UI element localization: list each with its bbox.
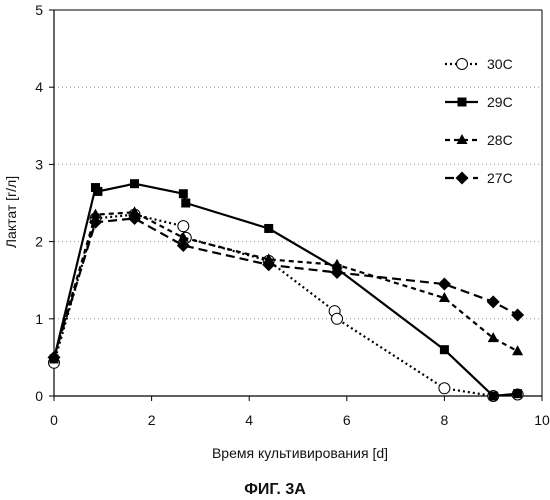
series-line — [54, 215, 518, 396]
data-point — [511, 308, 524, 321]
data-point — [130, 179, 139, 188]
legend-entry: 29C — [445, 94, 513, 110]
legend-entry: 27C — [445, 170, 513, 186]
x-tick-label: 6 — [343, 412, 351, 428]
legend-label: 27C — [487, 170, 513, 186]
data-point — [439, 383, 450, 394]
figure-caption: ФИГ. 3А — [244, 481, 306, 498]
data-point — [264, 224, 273, 233]
chart-series-layer — [48, 179, 525, 401]
legend-label: 28C — [487, 132, 513, 148]
data-point — [487, 295, 500, 308]
chart-axes: 0 1 2 3 4 5 0 2 4 6 8 10 — [35, 2, 550, 428]
x-tick-label: 8 — [441, 412, 449, 428]
data-point — [489, 392, 498, 401]
x-tick-label: 4 — [245, 412, 253, 428]
data-point — [440, 345, 449, 354]
chart-gridlines — [54, 87, 542, 319]
chart-legend: 30C 29C 28C 27C — [445, 56, 513, 186]
y-tick-label: 4 — [35, 79, 43, 95]
series-line — [54, 184, 518, 396]
series-28C — [49, 206, 524, 361]
y-tick-label: 3 — [35, 156, 43, 172]
y-tick-label: 2 — [35, 234, 43, 250]
legend-entry: 30C — [445, 56, 513, 72]
legend-marker — [456, 172, 469, 185]
x-tick-label: 2 — [148, 412, 156, 428]
y-tick-label: 0 — [35, 388, 43, 404]
data-point — [93, 187, 102, 196]
y-tick-label: 1 — [35, 311, 43, 327]
legend-entry: 28C — [445, 132, 513, 148]
legend-marker — [457, 59, 468, 70]
y-tick-label: 5 — [35, 2, 43, 18]
legend-label: 29C — [487, 94, 513, 110]
data-point — [513, 389, 522, 398]
data-point — [178, 221, 189, 232]
x-tick-label: 10 — [534, 412, 550, 428]
y-axis-label: Лактат [г/л] — [3, 176, 19, 248]
data-point — [438, 278, 451, 291]
series-27C — [48, 212, 525, 364]
x-tick-label: 0 — [50, 412, 58, 428]
data-point — [181, 199, 190, 208]
data-point — [179, 189, 188, 198]
legend-label: 30C — [487, 56, 513, 72]
legend-marker — [458, 98, 467, 107]
data-point — [332, 313, 343, 324]
x-axis-label: Время культивирования [d] — [212, 445, 388, 461]
